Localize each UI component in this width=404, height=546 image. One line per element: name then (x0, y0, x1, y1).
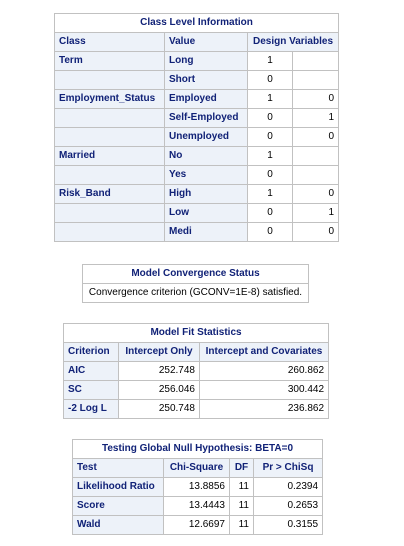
class-cell (54, 222, 165, 242)
design-var-1-cell: 1 (247, 51, 293, 71)
design-var-2-cell: 0 (292, 89, 339, 109)
criterion-cell: SC (63, 380, 119, 400)
table-row: Low 0 1 (54, 203, 339, 223)
fit-statistics-title: Model Fit Statistics (62, 323, 330, 343)
value-cell: High (164, 184, 248, 204)
test-cell: Wald (72, 515, 164, 535)
test-cell: Score (72, 496, 164, 516)
class-cell: Employment_Status (54, 89, 165, 109)
class-cell (54, 165, 165, 185)
test-cell: Likelihood Ratio (72, 477, 164, 497)
design-var-1-cell: 1 (247, 89, 293, 109)
value-cell: No (164, 146, 248, 166)
design-var-2-cell: 0 (292, 184, 339, 204)
table-row: Unemployed 0 0 (54, 127, 339, 147)
class-level-title: Class Level Information (54, 13, 339, 33)
value-cell: Yes (164, 165, 248, 185)
class-cell: Risk_Band (54, 184, 165, 204)
col-header-criterion: Criterion (63, 342, 119, 362)
value-cell: Employed (164, 89, 248, 109)
df-cell: 11 (229, 515, 254, 535)
fit-statistics-table: Model Fit Statistics Criterion Intercept… (62, 323, 330, 419)
table-row: AIC 252.748 260.862 (63, 361, 330, 381)
class-cell (54, 127, 165, 147)
class-level-table: Class Level Information Class Value Desi… (54, 13, 339, 242)
criterion-cell: AIC (63, 361, 119, 381)
design-var-1-cell: 0 (247, 108, 293, 128)
design-var-2-cell (292, 70, 339, 90)
design-var-1-cell: 0 (247, 165, 293, 185)
class-cell: Married (54, 146, 165, 166)
p-value-cell: 0.3155 (252, 515, 324, 535)
value-cell: Short (164, 70, 248, 90)
design-var-1-cell: 0 (247, 222, 293, 242)
table-row: Wald 12.6697 11 0.3155 (72, 515, 324, 535)
class-cell: Term (54, 51, 165, 71)
design-var-2-cell (292, 146, 339, 166)
convergence-status-table: Model Convergence Status Convergence cri… (82, 264, 309, 303)
p-value-cell: 0.2653 (252, 496, 324, 516)
intercept-only-cell: 250.748 (118, 399, 200, 419)
table-row: Self-Employed 0 1 (54, 108, 339, 128)
value-cell: Unemployed (164, 127, 248, 147)
col-header-value: Value (164, 32, 248, 52)
table-row: SC 256.046 300.442 (63, 380, 330, 400)
col-header-class: Class (54, 32, 165, 52)
intercept-only-cell: 256.046 (118, 380, 200, 400)
value-cell: Medi (164, 222, 248, 242)
class-cell (54, 108, 165, 128)
col-header-pr-chisq: Pr > ChiSq (252, 458, 324, 478)
design-var-1-cell: 0 (247, 127, 293, 147)
class-cell (54, 203, 165, 223)
design-var-1-cell: 1 (247, 184, 293, 204)
design-var-2-cell (292, 165, 339, 185)
table-row: Employment_Status Employed 1 0 (54, 89, 339, 109)
table-row: Term Long 1 (54, 51, 339, 71)
col-header-test: Test (72, 458, 164, 478)
global-null-hypothesis-table: Testing Global Null Hypothesis: BETA=0 T… (71, 439, 324, 535)
design-var-2-cell: 0 (292, 222, 339, 242)
df-cell: 11 (229, 496, 254, 516)
value-cell: Self-Employed (164, 108, 248, 128)
intercept-covariates-cell: 260.862 (198, 361, 330, 381)
table-row: Married No 1 (54, 146, 339, 166)
chi-square-cell: 13.4443 (163, 496, 230, 516)
chi-square-cell: 12.6697 (163, 515, 230, 535)
chi-square-cell: 13.8856 (163, 477, 230, 497)
class-cell (54, 70, 165, 90)
p-value-cell: 0.2394 (252, 477, 324, 497)
design-var-2-cell (292, 51, 339, 71)
intercept-covariates-cell: 300.442 (198, 380, 330, 400)
table-row: Medi 0 0 (54, 222, 339, 242)
col-header-intercept-only: Intercept Only (118, 342, 200, 362)
global-null-title: Testing Global Null Hypothesis: BETA=0 (71, 439, 324, 459)
design-var-1-cell: 1 (247, 146, 293, 166)
convergence-message: Convergence criterion (GCONV=1E-8) satis… (82, 283, 309, 303)
criterion-cell: -2 Log L (63, 399, 119, 419)
table-row: Likelihood Ratio 13.8856 11 0.2394 (72, 477, 324, 497)
design-var-2-cell: 1 (292, 203, 339, 223)
table-row: -2 Log L 250.748 236.862 (63, 399, 330, 419)
value-cell: Low (164, 203, 248, 223)
table-row: Risk_Band High 1 0 (54, 184, 339, 204)
df-cell: 11 (229, 477, 254, 497)
intercept-covariates-cell: 236.862 (198, 399, 330, 419)
table-row: Score 13.4443 11 0.2653 (72, 496, 324, 516)
intercept-only-cell: 252.748 (118, 361, 200, 381)
design-var-2-cell: 1 (292, 108, 339, 128)
col-header-intercept-covariates: Intercept and Covariates (198, 342, 330, 362)
design-var-1-cell: 0 (247, 70, 293, 90)
col-header-df: DF (229, 458, 254, 478)
table-row: Short 0 (54, 70, 339, 90)
col-header-chi-square: Chi-Square (163, 458, 230, 478)
design-var-2-cell: 0 (292, 127, 339, 147)
value-cell: Long (164, 51, 248, 71)
convergence-title: Model Convergence Status (82, 264, 309, 284)
table-row: Yes 0 (54, 165, 339, 185)
col-header-design-variables: Design Variables (247, 32, 339, 52)
design-var-1-cell: 0 (247, 203, 293, 223)
